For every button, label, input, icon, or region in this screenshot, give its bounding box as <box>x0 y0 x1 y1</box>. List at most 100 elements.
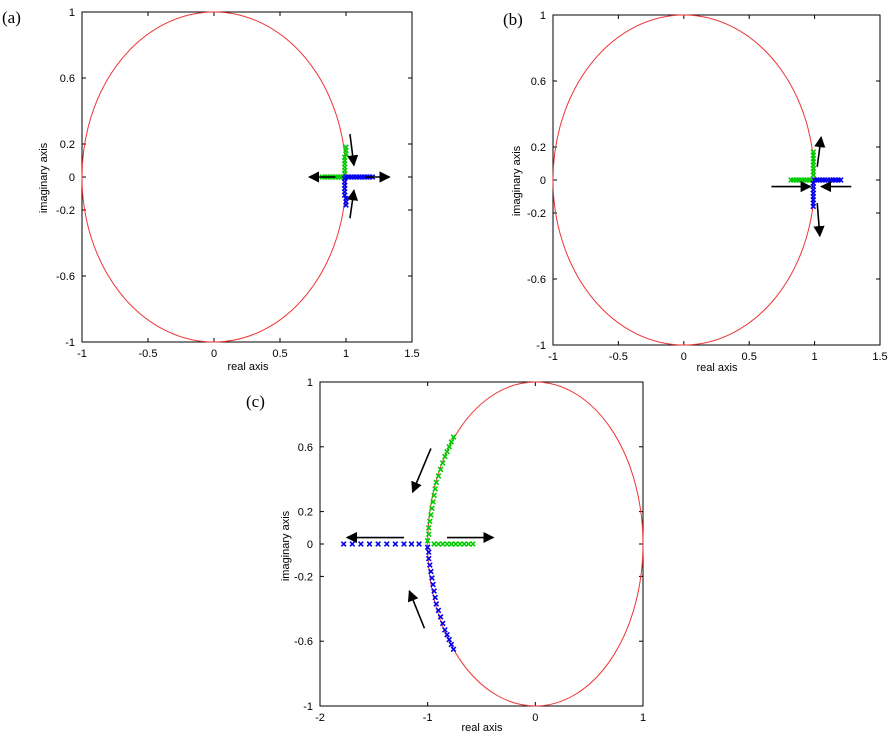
root-marker <box>435 541 442 547</box>
root-marker <box>457 541 463 547</box>
y-tick-label: 0.6 <box>531 76 546 88</box>
x-tick-label: -0.5 <box>609 351 628 363</box>
root-marker <box>431 492 437 499</box>
y-tick-label: 0.6 <box>60 73 75 85</box>
direction-arrow <box>407 589 426 629</box>
x-tick-label: -0.5 <box>139 348 158 360</box>
root-marker <box>432 486 439 492</box>
root-marker <box>435 473 442 479</box>
y-tick-label: 0.2 <box>531 142 546 154</box>
root-marker <box>375 541 382 547</box>
direction-arrow <box>813 203 825 238</box>
root-marker <box>424 544 431 551</box>
panel-c: (c) -2 -1 0 110.60.20-0.2-0.6-1 real axis i… <box>246 377 646 734</box>
root-marker <box>437 466 444 473</box>
root-marker <box>442 453 448 460</box>
root-marker <box>340 541 347 547</box>
root-marker <box>810 172 817 178</box>
root-marker <box>444 541 450 547</box>
panel-c-ylabel: imaginary axis <box>280 510 292 581</box>
root-marker <box>426 562 433 568</box>
unit-circle <box>427 381 644 707</box>
root-marker <box>426 518 433 525</box>
panel-b-plot: -1 -0.5 0 0.5 1 1.5 1 0.6 0.2 0 -0.2 -0.6 -1 <box>527 10 888 363</box>
root-marker <box>788 177 794 183</box>
panel-b-xlabel: real axis <box>697 362 738 374</box>
root-marker <box>429 575 435 581</box>
root-marker <box>428 511 434 518</box>
root-marker <box>435 607 442 614</box>
root-marker <box>416 541 422 547</box>
panel-a-ylabel: imaginary axis <box>38 142 50 213</box>
root-marker <box>401 541 407 547</box>
direction-arrow <box>346 189 359 219</box>
root-marker <box>433 601 440 607</box>
x-tick-label: 0.5 <box>742 351 757 363</box>
root-marker <box>383 541 390 547</box>
root-marker <box>358 541 364 547</box>
x-tick-label: 0 <box>681 351 687 363</box>
panel-c-label: (c) <box>246 392 265 411</box>
x-tick-label: 0.5 <box>272 348 287 360</box>
root-marker <box>452 541 459 547</box>
root-marker <box>432 594 439 601</box>
y-tick-label: -0.6 <box>527 274 546 286</box>
root-marker <box>448 439 455 445</box>
x-tick-label: -1 <box>548 351 558 363</box>
x-tick-label: -2 <box>315 712 325 724</box>
plot-frame <box>319 381 644 707</box>
root-marker <box>450 434 457 440</box>
panel-b-label: (b) <box>503 10 523 29</box>
root-marker <box>366 541 373 547</box>
y-tick-label: 1 <box>540 10 546 22</box>
x-tick-label: 1 <box>812 351 818 363</box>
x-tick-label: -1 <box>77 348 87 360</box>
panel-a: (a) -1 -0.5 0 0.5 1 1.5 1 0.6 0.2 0 -0.2 -0.6 -1 rea… <box>2 7 420 373</box>
y-tick-label: -0.6 <box>294 636 313 648</box>
y-tick-label: -0.2 <box>294 571 313 583</box>
panel-c-xlabel: real axis <box>462 722 503 734</box>
y-tick-label: -0.6 <box>56 271 75 283</box>
root-marker <box>439 620 446 627</box>
root-marker <box>437 614 444 620</box>
y-tick-label: 0.2 <box>298 507 313 519</box>
y-tick-label: -1 <box>536 340 546 352</box>
direction-arrow <box>411 448 432 494</box>
panel-a-label: (a) <box>2 8 21 27</box>
x-tick-label: -1 <box>423 712 433 724</box>
x-tick-label: 1.5 <box>404 348 419 360</box>
root-marker <box>446 636 453 643</box>
y-tick-label: 1 <box>69 7 75 19</box>
root-marker <box>444 631 450 638</box>
root-marker <box>430 499 436 505</box>
root-marker <box>425 555 432 562</box>
root-marker <box>450 646 457 653</box>
direction-arrow <box>347 133 359 167</box>
root-marker <box>428 568 434 575</box>
root-marker <box>429 505 435 512</box>
y-tick-label: 0.2 <box>60 139 75 151</box>
root-marker <box>439 541 446 547</box>
x-tick-label: 1 <box>343 348 349 360</box>
y-tick-label: 0 <box>69 172 75 184</box>
root-marker <box>431 541 437 547</box>
root-marker <box>430 581 436 588</box>
root-marker <box>461 541 468 547</box>
y-tick-label: 0 <box>307 539 313 551</box>
root-marker <box>424 537 431 544</box>
root-marker <box>837 177 844 183</box>
x-tick-label: 0 <box>532 712 538 724</box>
x-tick-label: 1.5 <box>872 351 887 363</box>
root-marker <box>465 541 472 547</box>
root-marker <box>442 626 448 633</box>
root-marker <box>408 541 415 547</box>
panel-b: (b) -1 -0.5 0 0.5 1 1.5 1 0.6 0.2 0 -0.2 -0.6 -1 rea… <box>503 10 888 374</box>
x-tick-label: 0 <box>211 348 217 360</box>
panel-a-xlabel: real axis <box>228 361 269 373</box>
root-marker <box>444 448 450 455</box>
direction-arrow <box>814 135 826 167</box>
x-tick-label: 1 <box>640 712 646 724</box>
y-tick-label: -0.2 <box>527 208 546 220</box>
y-tick-label: -1 <box>65 337 75 349</box>
